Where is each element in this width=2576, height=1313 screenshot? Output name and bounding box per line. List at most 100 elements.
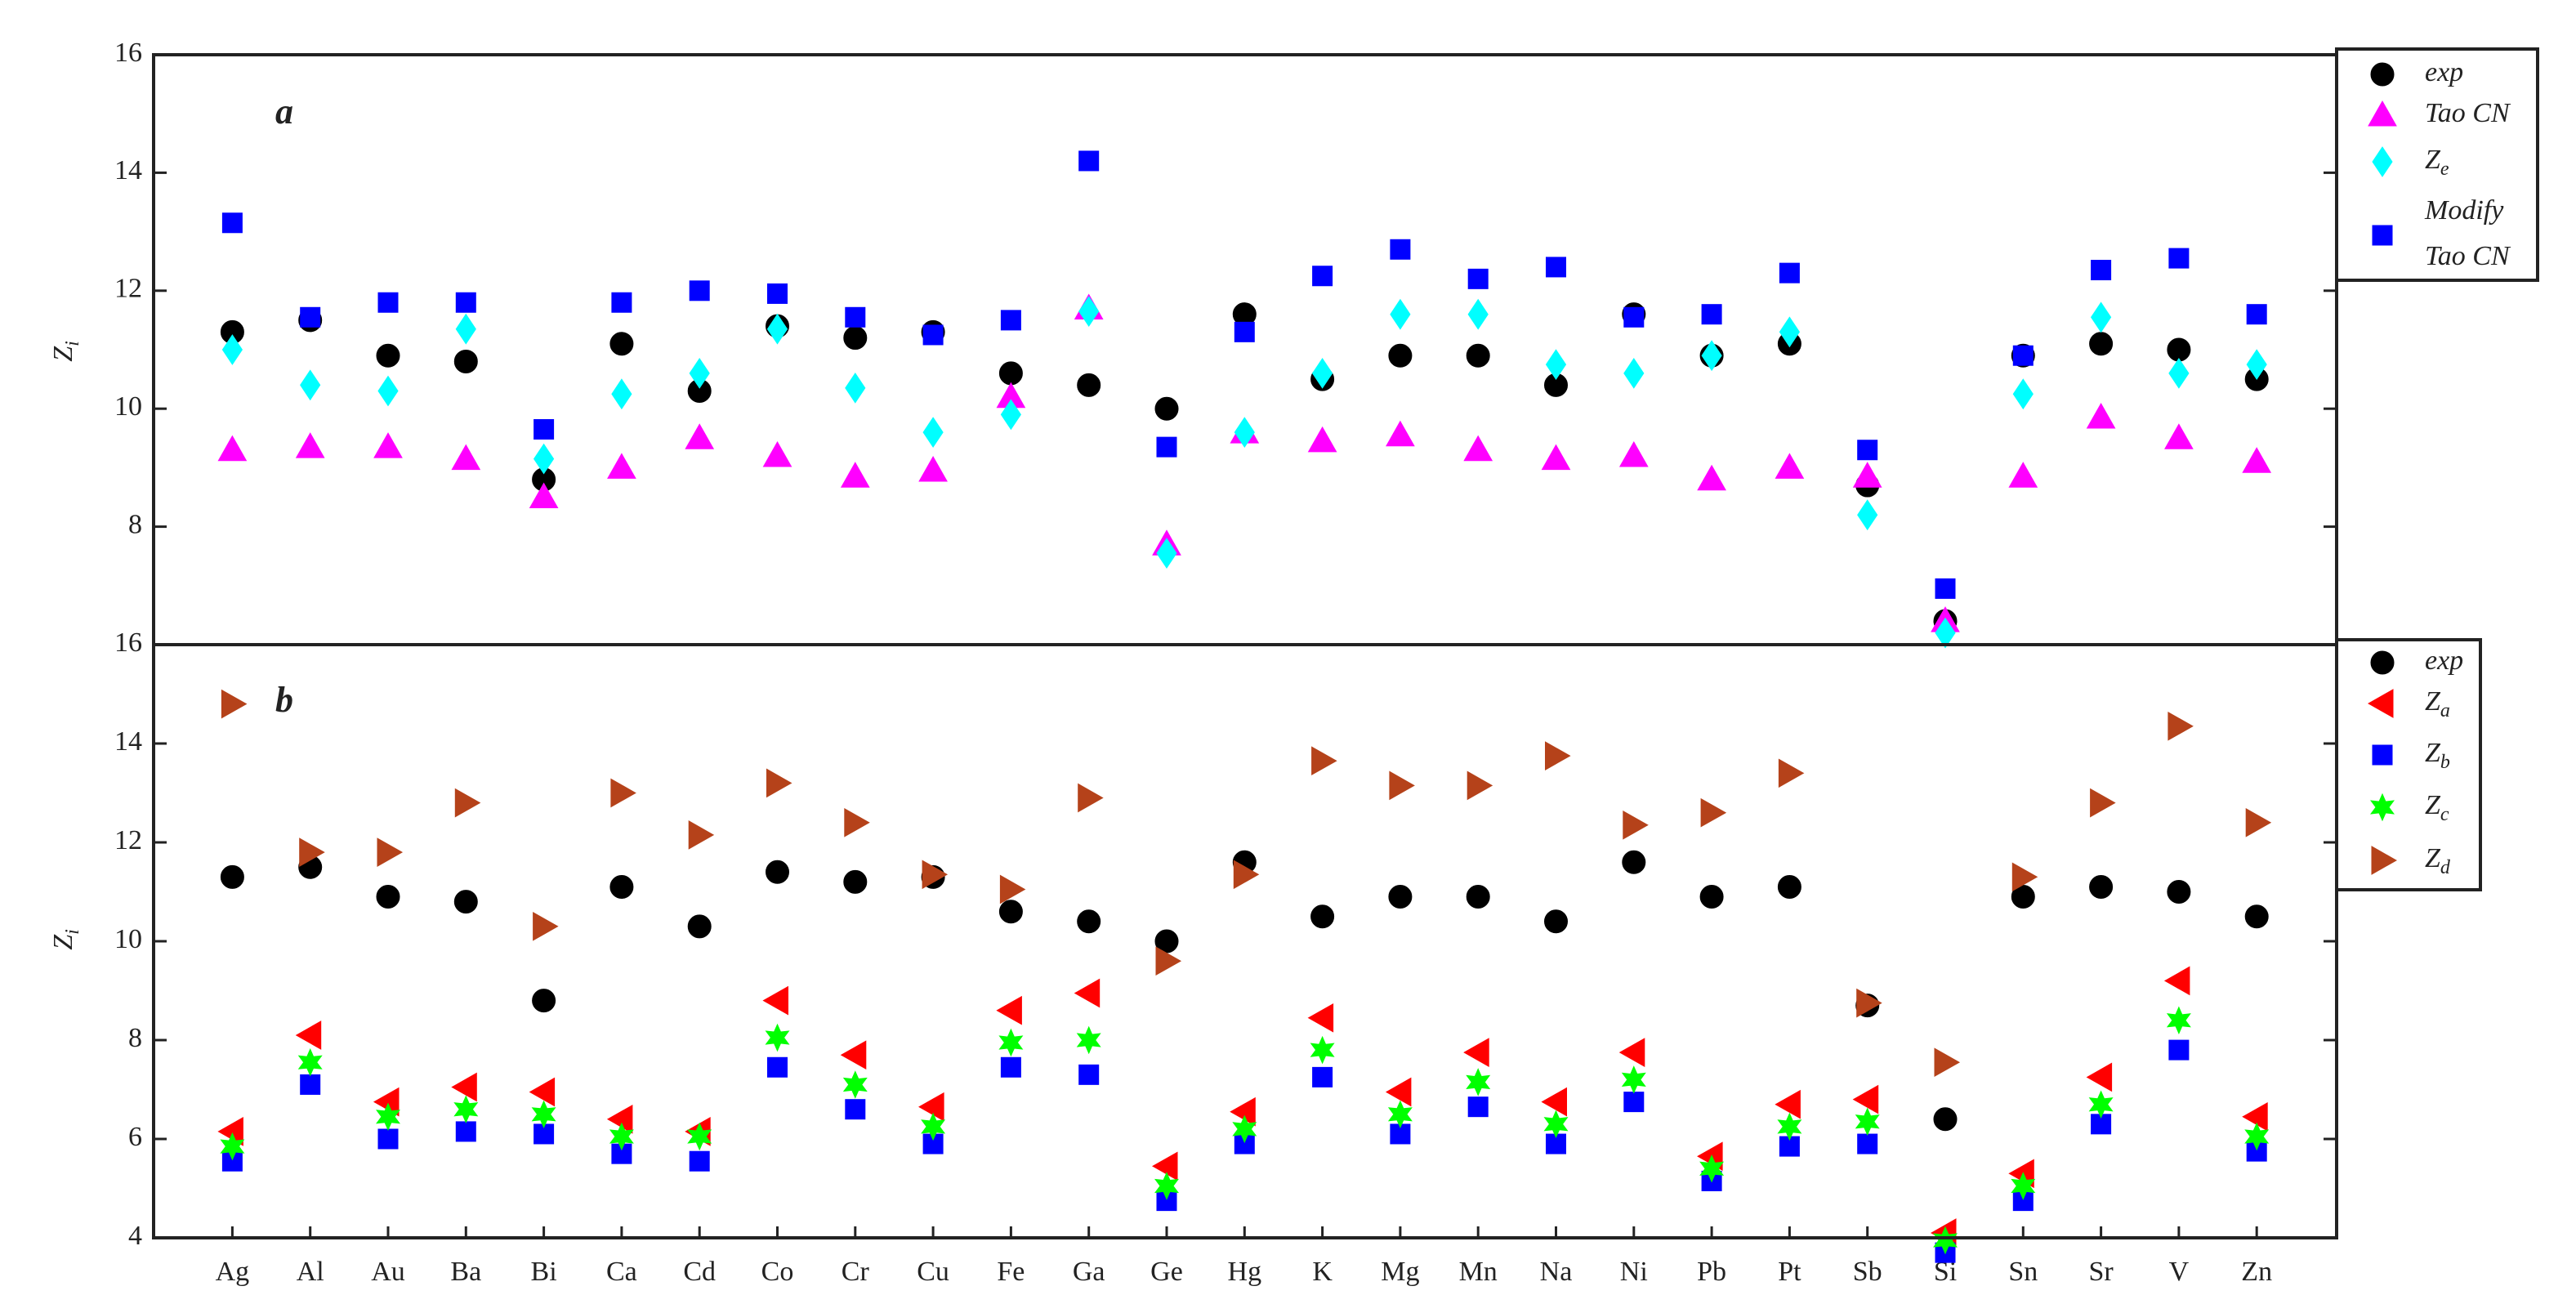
marker xyxy=(767,1056,788,1078)
x-tick-label: Co xyxy=(761,1257,794,1287)
marker xyxy=(918,1092,944,1122)
marker xyxy=(2166,1006,2191,1035)
x-tick-label: Ba xyxy=(450,1257,481,1287)
marker xyxy=(2244,904,2269,929)
marker xyxy=(217,435,248,462)
marker xyxy=(1078,783,1104,813)
marker xyxy=(1623,1092,1645,1113)
marker xyxy=(1467,1096,1489,1118)
marker xyxy=(845,1099,866,1120)
marker xyxy=(1466,1068,1491,1096)
marker xyxy=(2372,146,2393,177)
legend-label: exp xyxy=(2425,57,2463,87)
marker xyxy=(1467,268,1489,289)
marker xyxy=(845,306,866,328)
marker xyxy=(1852,1084,1879,1114)
marker xyxy=(1779,262,1800,284)
marker xyxy=(1463,1038,1489,1067)
marker xyxy=(2168,711,2194,741)
marker xyxy=(1389,770,1415,801)
marker xyxy=(299,837,325,867)
x-tick-label: Na xyxy=(1540,1257,1573,1287)
marker xyxy=(1777,1112,1802,1141)
marker xyxy=(451,444,481,471)
legend-label: Ze xyxy=(2425,145,2449,180)
marker xyxy=(1312,1066,1333,1087)
marker xyxy=(1857,440,1878,461)
marker xyxy=(1618,440,1649,467)
marker xyxy=(1852,462,1882,488)
marker xyxy=(1466,885,1490,909)
marker xyxy=(1000,399,1022,431)
marker xyxy=(766,860,789,884)
x-tick-label: Ni xyxy=(1620,1257,1648,1287)
x-tick-label: Pt xyxy=(1778,1257,1801,1287)
marker xyxy=(1856,988,1882,1018)
marker xyxy=(1386,420,1415,447)
marker xyxy=(1232,1114,1257,1144)
marker xyxy=(2091,260,2112,281)
marker xyxy=(297,1047,323,1077)
marker xyxy=(2242,447,2272,473)
marker xyxy=(999,874,1026,904)
marker xyxy=(1311,357,1333,389)
marker xyxy=(609,332,634,356)
marker xyxy=(2367,689,2394,718)
marker xyxy=(1623,810,1649,840)
marker xyxy=(1074,978,1100,1008)
marker xyxy=(2011,1172,2036,1200)
marker xyxy=(377,375,399,407)
panel-label: a xyxy=(275,92,293,132)
marker xyxy=(998,900,1023,924)
x-tick-label: Sb xyxy=(1853,1257,1882,1287)
marker xyxy=(453,890,478,914)
marker xyxy=(1699,885,1724,909)
marker xyxy=(1546,257,1566,278)
y-tick-label: 10 xyxy=(114,924,142,954)
x-tick-label: Ge xyxy=(1150,1257,1183,1287)
marker xyxy=(1388,885,1413,909)
marker xyxy=(1000,1056,1021,1078)
marker xyxy=(377,1128,399,1150)
marker xyxy=(1230,1096,1256,1127)
marker xyxy=(1699,1154,1725,1183)
marker xyxy=(533,443,555,475)
marker xyxy=(1623,357,1645,389)
marker xyxy=(921,1112,946,1141)
marker xyxy=(1156,538,1177,569)
marker xyxy=(922,860,949,890)
marker xyxy=(2242,1101,2268,1132)
marker xyxy=(2086,1062,2113,1092)
marker xyxy=(1390,239,1411,260)
marker xyxy=(1077,909,1101,934)
marker xyxy=(220,864,244,889)
marker xyxy=(918,455,948,482)
marker xyxy=(1078,296,1100,328)
y-tick-label: 16 xyxy=(114,627,142,658)
marker xyxy=(1312,266,1333,287)
plot-frame xyxy=(152,53,2338,646)
marker xyxy=(1388,343,1413,368)
marker xyxy=(2371,846,2398,875)
marker xyxy=(840,1040,867,1070)
marker xyxy=(766,768,792,798)
marker xyxy=(1700,797,1727,828)
marker xyxy=(1544,909,1568,934)
marker xyxy=(2370,793,2395,822)
marker xyxy=(2091,1114,2112,1135)
marker xyxy=(1387,1100,1413,1129)
x-tick-label: Cr xyxy=(842,1257,870,1287)
y-tick-label: 6 xyxy=(128,1122,142,1152)
marker xyxy=(1467,770,1493,801)
marker xyxy=(1545,741,1571,770)
x-tick-label: Fe xyxy=(997,1257,1025,1287)
marker xyxy=(1697,464,1726,491)
marker xyxy=(611,378,632,410)
legend-label: Zd xyxy=(2425,843,2451,878)
marker xyxy=(373,432,403,458)
marker xyxy=(609,1122,634,1151)
marker xyxy=(1151,1151,1178,1181)
marker xyxy=(455,313,476,345)
legend-label: Za xyxy=(2425,686,2450,721)
